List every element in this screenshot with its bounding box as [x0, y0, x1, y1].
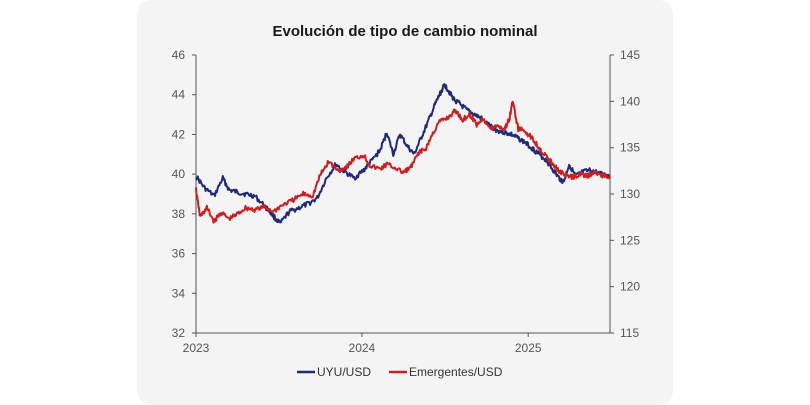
axes: 46 44 42 40 38 36 34 32 145 140 135 130 125 120 115 202…: [172, 48, 641, 355]
right-tick-label: 145: [620, 48, 640, 62]
legend-label: UYU/USD: [317, 365, 371, 379]
series-layer: [195, 83, 611, 224]
series-line-uyu-usd: [195, 83, 611, 224]
right-tick-label: 140: [620, 94, 640, 108]
right-tick-label: 125: [620, 233, 640, 247]
right-tick-label: 115: [620, 326, 639, 340]
left-tick-label: 40: [172, 167, 186, 181]
left-tick-label: 36: [172, 247, 186, 261]
x-tick-label: 2023: [183, 341, 210, 355]
x-tick-label: 2025: [515, 341, 542, 355]
left-tick-label: 34: [172, 286, 186, 300]
left-tick-label: 44: [172, 88, 186, 102]
right-tick-label: 120: [620, 280, 640, 294]
right-tick-label: 135: [620, 141, 640, 155]
chart-card: [137, 0, 673, 405]
legend: UYU/USD Emergentes/USD: [297, 365, 503, 379]
left-tick-label: 42: [172, 127, 186, 141]
chart-title: Evolución de tipo de cambio nominal: [272, 23, 537, 40]
left-tick-label: 32: [172, 326, 186, 340]
x-tick-label: 2024: [349, 341, 376, 355]
left-tick-label: 38: [172, 207, 186, 221]
series-line-emergentes-usd: [195, 100, 611, 224]
legend-label: Emergentes/USD: [409, 365, 503, 379]
right-tick-label: 130: [620, 187, 640, 201]
left-tick-label: 46: [172, 48, 186, 62]
